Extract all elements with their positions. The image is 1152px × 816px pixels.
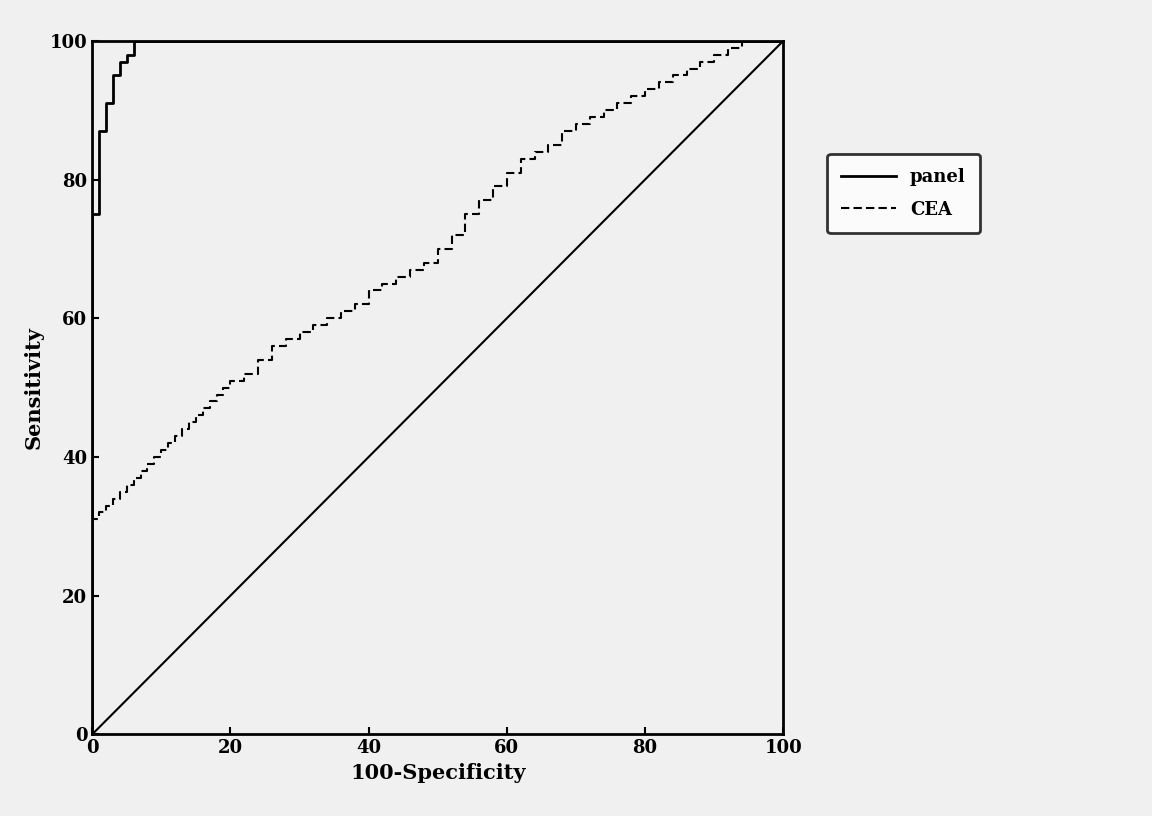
Y-axis label: Sensitivity: Sensitivity: [24, 326, 44, 449]
X-axis label: 100-Specificity: 100-Specificity: [350, 763, 525, 783]
Legend: panel, CEA: panel, CEA: [827, 154, 980, 233]
